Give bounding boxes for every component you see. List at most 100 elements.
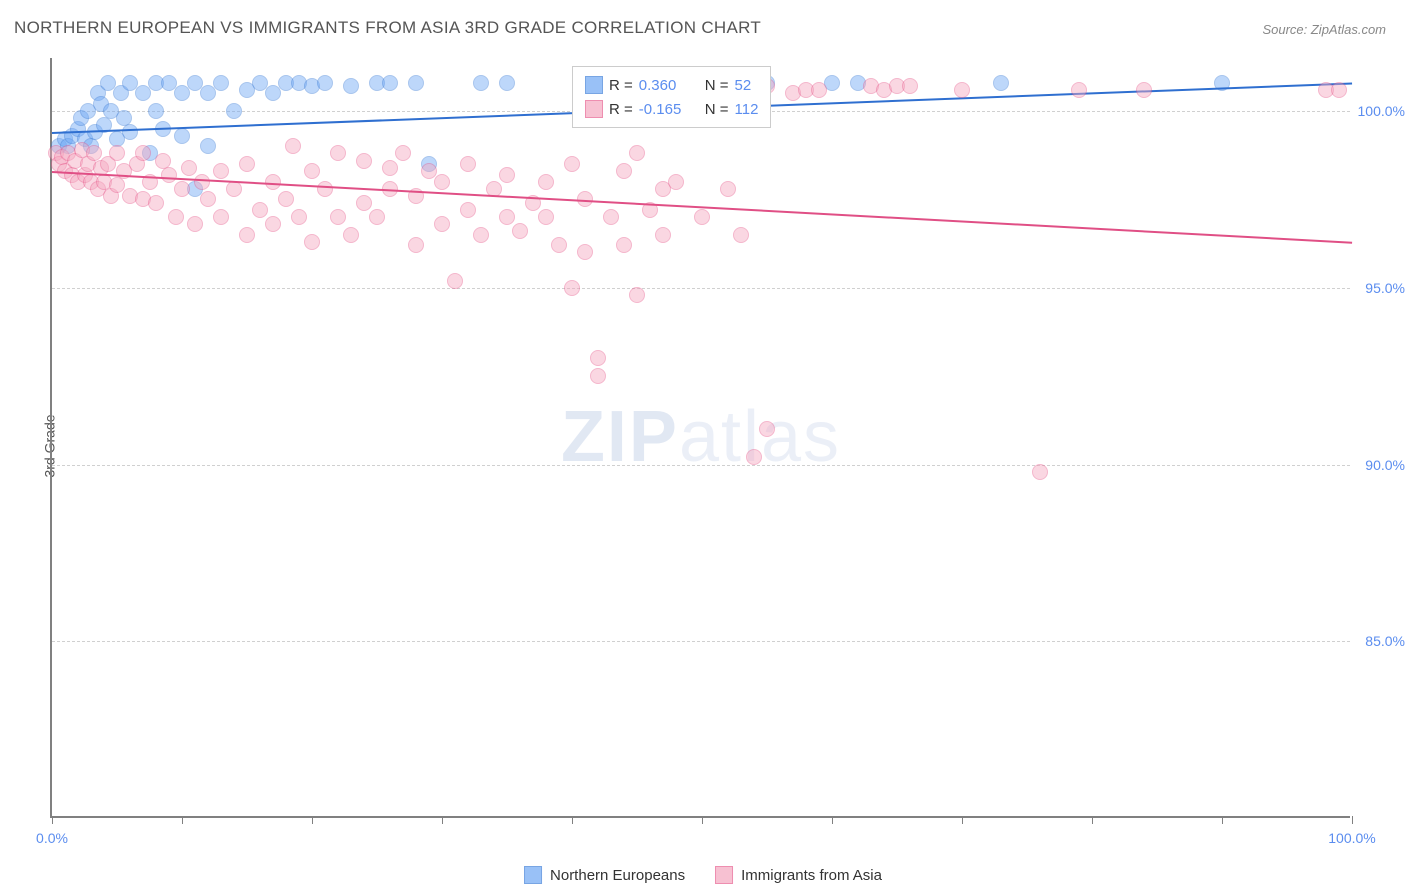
xtick-label: 0.0%: [36, 830, 68, 846]
scatter-point: [317, 75, 333, 91]
scatter-point: [460, 202, 476, 218]
scatter-point: [239, 156, 255, 172]
gridline-h: [52, 641, 1350, 642]
legend-item-series-1: Immigrants from Asia: [715, 866, 882, 884]
scatter-point: [447, 273, 463, 289]
scatter-point: [343, 78, 359, 94]
ytick-label: 90.0%: [1365, 457, 1405, 473]
chart-container: NORTHERN EUROPEAN VS IMMIGRANTS FROM ASI…: [0, 0, 1406, 892]
scatter-point: [213, 209, 229, 225]
scatter-point: [434, 174, 450, 190]
scatter-point: [356, 153, 372, 169]
xtick: [832, 816, 833, 824]
legend-item-series-0: Northern Europeans: [524, 866, 685, 884]
scatter-point: [213, 163, 229, 179]
scatter-point: [1071, 82, 1087, 98]
scatter-point: [473, 75, 489, 91]
legend-swatch-series-1: [715, 866, 733, 884]
scatter-point: [616, 237, 632, 253]
legend-label-series-0: Northern Europeans: [550, 867, 685, 884]
ytick-label: 100.0%: [1358, 103, 1405, 119]
scatter-point: [499, 167, 515, 183]
chart-title: NORTHERN EUROPEAN VS IMMIGRANTS FROM ASI…: [14, 18, 761, 38]
scatter-point: [226, 103, 242, 119]
scatter-point: [330, 209, 346, 225]
xtick: [1222, 816, 1223, 824]
scatter-point: [239, 227, 255, 243]
scatter-point: [538, 174, 554, 190]
scatter-point: [720, 181, 736, 197]
correlation-legend: R =0.360N =52R =-0.165N =112: [572, 66, 771, 128]
scatter-point: [278, 191, 294, 207]
scatter-point: [161, 167, 177, 183]
scatter-point: [168, 209, 184, 225]
plot-area: ZIPatlas 85.0%90.0%95.0%100.0%0.0%100.0%…: [50, 58, 1350, 818]
legend-row: R =-0.165N =112: [585, 97, 758, 121]
watermark: ZIPatlas: [561, 396, 841, 478]
legend-swatch: [585, 100, 603, 118]
scatter-point: [194, 174, 210, 190]
xtick: [1092, 816, 1093, 824]
scatter-point: [369, 209, 385, 225]
scatter-point: [148, 103, 164, 119]
scatter-point: [577, 244, 593, 260]
scatter-point: [902, 78, 918, 94]
scatter-point: [499, 75, 515, 91]
scatter-point: [538, 209, 554, 225]
scatter-point: [590, 350, 606, 366]
scatter-point: [408, 237, 424, 253]
scatter-point: [174, 181, 190, 197]
scatter-point: [200, 85, 216, 101]
scatter-point: [759, 421, 775, 437]
scatter-point: [382, 75, 398, 91]
scatter-point: [1331, 82, 1347, 98]
xtick: [702, 816, 703, 824]
scatter-point: [174, 85, 190, 101]
scatter-point: [694, 209, 710, 225]
scatter-point: [460, 156, 476, 172]
xtick: [182, 816, 183, 824]
scatter-point: [252, 202, 268, 218]
scatter-point: [265, 85, 281, 101]
legend-swatch-series-0: [524, 866, 542, 884]
scatter-point: [1032, 464, 1048, 480]
scatter-point: [629, 287, 645, 303]
xtick: [312, 816, 313, 824]
scatter-point: [135, 145, 151, 161]
xtick: [1352, 816, 1353, 824]
gridline-h: [52, 465, 1350, 466]
xtick: [52, 816, 53, 824]
scatter-point: [187, 216, 203, 232]
scatter-point: [200, 138, 216, 154]
scatter-point: [304, 163, 320, 179]
scatter-point: [200, 191, 216, 207]
xtick: [962, 816, 963, 824]
scatter-point: [265, 216, 281, 232]
ytick-label: 95.0%: [1365, 280, 1405, 296]
source-attribution: Source: ZipAtlas.com: [1262, 22, 1386, 37]
scatter-point: [655, 227, 671, 243]
scatter-point: [746, 449, 762, 465]
scatter-point: [434, 216, 450, 232]
scatter-point: [499, 209, 515, 225]
scatter-point: [122, 124, 138, 140]
ytick-label: 85.0%: [1365, 633, 1405, 649]
scatter-point: [408, 75, 424, 91]
scatter-point: [291, 209, 307, 225]
xtick: [572, 816, 573, 824]
scatter-point: [473, 227, 489, 243]
scatter-point: [954, 82, 970, 98]
scatter-point: [148, 195, 164, 211]
scatter-point: [356, 195, 372, 211]
scatter-point: [590, 368, 606, 384]
gridline-h: [52, 288, 1350, 289]
scatter-point: [382, 160, 398, 176]
xtick-label: 100.0%: [1328, 830, 1375, 846]
scatter-point: [733, 227, 749, 243]
scatter-point: [629, 145, 645, 161]
scatter-point: [395, 145, 411, 161]
scatter-point: [512, 223, 528, 239]
xtick: [442, 816, 443, 824]
scatter-point: [616, 163, 632, 179]
scatter-point: [285, 138, 301, 154]
